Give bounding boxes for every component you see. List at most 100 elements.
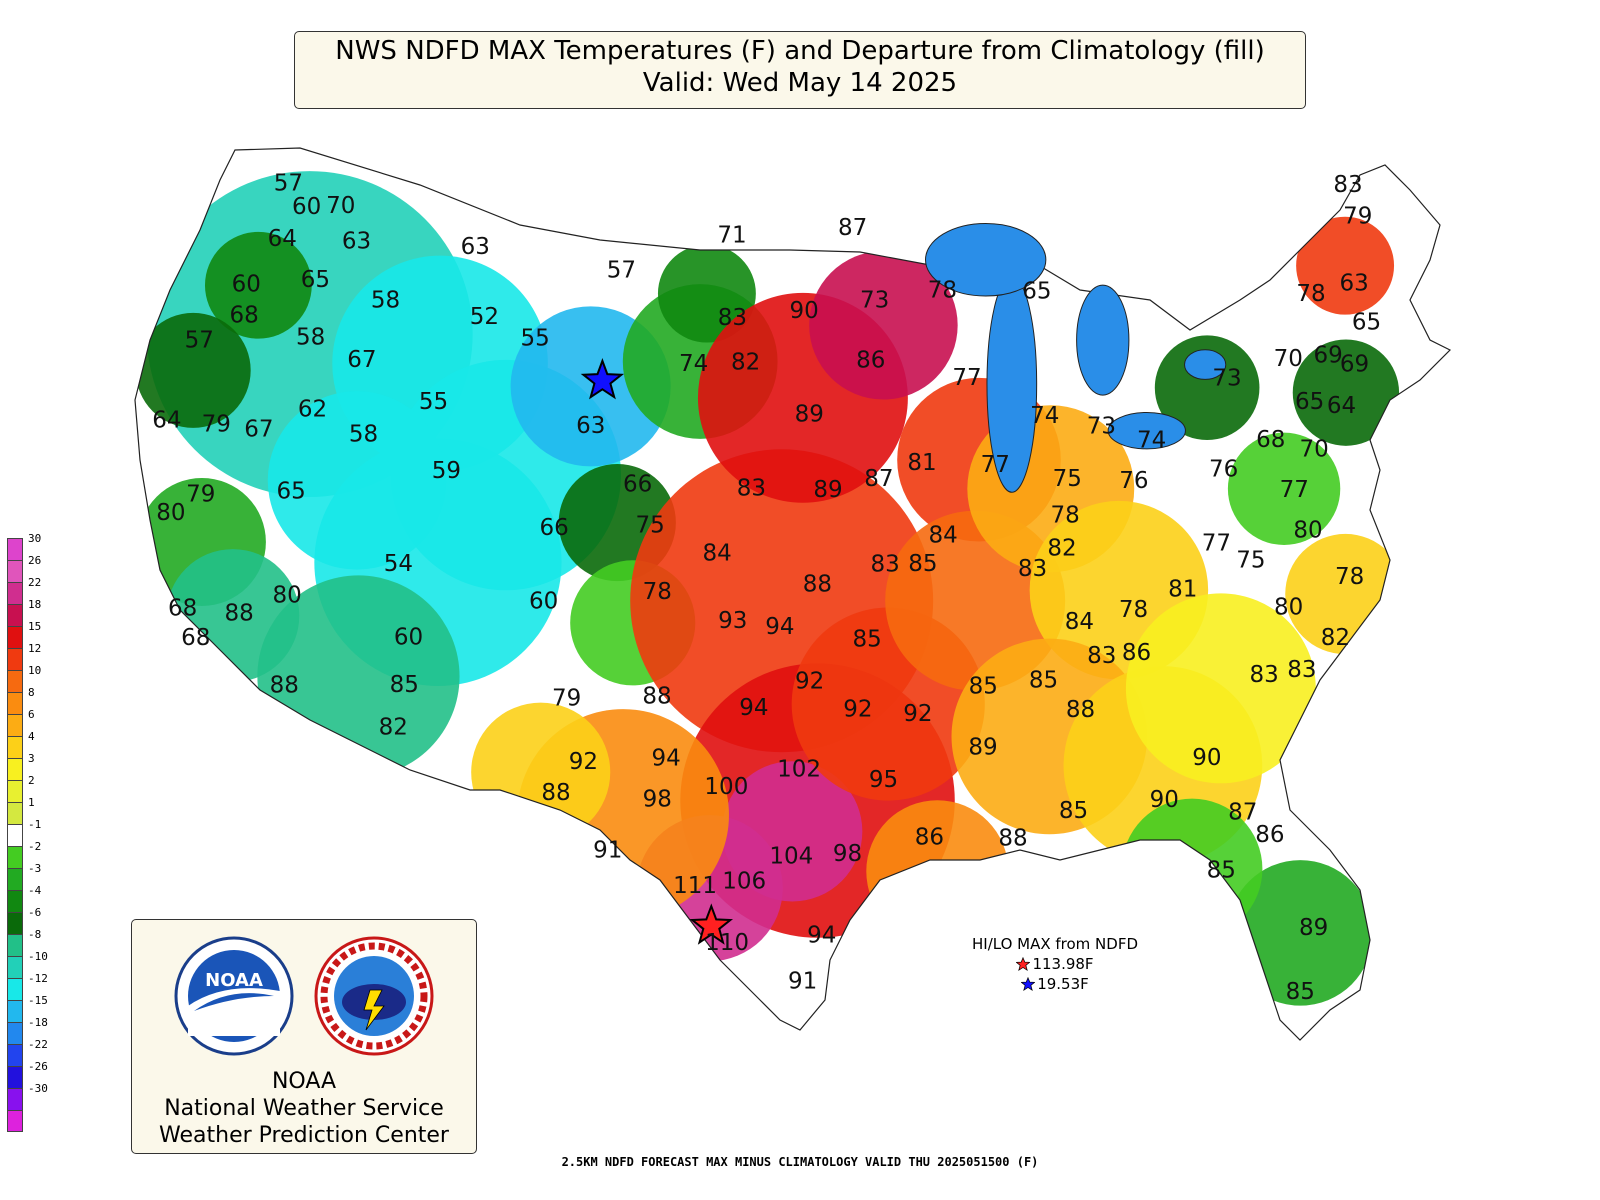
legend-label: 4: [28, 730, 35, 743]
station-temperature-label: 106: [722, 868, 766, 894]
legend-swatch: [7, 1110, 23, 1132]
noaa-emblem-text: NOAA: [205, 970, 263, 991]
station-temperature-label: 70: [326, 193, 355, 219]
legend-label: -12: [28, 972, 48, 985]
legend-label: 26: [28, 554, 42, 567]
station-temperature-label: 77: [952, 365, 981, 391]
station-temperature-label: 65: [301, 267, 330, 293]
station-temperature-label: 102: [777, 757, 821, 783]
title-line-2: Valid: Wed May 14 2025: [642, 68, 958, 98]
legend-swatch: 22: [7, 576, 41, 604]
station-temperature-label: 88: [642, 683, 671, 709]
title-line-1: NWS NDFD MAX Temperatures (F) and Depart…: [335, 36, 1265, 66]
station-temperature-label: 81: [1168, 576, 1197, 602]
legend-swatch: 8: [7, 686, 35, 714]
station-temperature-label: 87: [864, 466, 893, 492]
station-temperature-label: 89: [813, 477, 842, 503]
anomaly-field-patch: [1292, 339, 1400, 446]
station-temperature-label: 88: [1066, 697, 1095, 723]
station-temperature-label: 88: [541, 780, 570, 806]
station-temperature-label: 81: [907, 450, 936, 476]
anomaly-field-patch: [204, 231, 312, 339]
station-temperature-label: 87: [1228, 799, 1257, 825]
station-temperature-label: 92: [569, 749, 598, 775]
station-temperature-label: 91: [788, 969, 817, 995]
legend-label: -6: [28, 906, 42, 919]
station-temperature-label: 78: [1119, 597, 1148, 623]
station-temperature-label: 83: [1250, 662, 1279, 688]
station-temperature-label: 79: [186, 482, 215, 508]
station-temperature-label: 84: [702, 541, 731, 567]
station-temperature-label: 73: [1212, 366, 1241, 392]
station-temperature-label: 68: [229, 303, 258, 329]
legend-swatch: 4: [7, 730, 35, 758]
station-temperature-label: 92: [843, 697, 872, 723]
hilo-box: HI/LO MAX from NDFD 113.98F 19.53F: [960, 935, 1150, 993]
station-temperature-label: 89: [795, 401, 824, 427]
station-temperature-label: 86: [915, 825, 944, 851]
station-temperature-label: 100: [704, 774, 748, 800]
station-temperature-label: 83: [1087, 643, 1116, 669]
station-temperature-label: 82: [1321, 625, 1350, 651]
legend-label: 6: [28, 708, 35, 721]
station-temperature-label: 85: [390, 672, 419, 698]
nws-emblem: [314, 936, 434, 1056]
station-temperature-label: 63: [342, 229, 371, 255]
station-temperature-label: 78: [1050, 503, 1079, 529]
legend-swatch: -10: [7, 950, 48, 978]
station-temperature-label: 60: [529, 589, 558, 615]
station-temperature-label: 60: [394, 625, 423, 651]
legend-label: 22: [28, 576, 42, 589]
station-temperature-label: 110: [705, 930, 749, 956]
station-temperature-label: 79: [202, 412, 231, 438]
legend-label: 3: [28, 752, 35, 765]
station-temperature-label: 63: [576, 413, 605, 439]
station-temperature-label: 60: [292, 194, 321, 220]
legend-label: -10: [28, 950, 48, 963]
legend-label: 1: [28, 796, 35, 809]
legend-swatch: -4: [7, 884, 41, 912]
station-temperature-label: 62: [298, 396, 327, 422]
station-temperature-label: 84: [928, 522, 957, 548]
legend-label: -1: [28, 818, 42, 831]
station-temperature-label: 90: [1192, 745, 1221, 771]
station-temperature-label: 85: [1286, 979, 1315, 1005]
station-temperature-label: 68: [181, 625, 210, 651]
station-temperature-label: 95: [869, 767, 898, 793]
legend-swatch: 12: [7, 642, 41, 670]
lake: [1076, 284, 1130, 396]
station-temperature-label: 60: [232, 272, 261, 298]
station-temperature-label: 90: [1150, 787, 1179, 813]
station-temperature-label: 94: [765, 614, 794, 640]
station-temperature-label: 79: [552, 686, 581, 712]
hilo-title: HI/LO MAX from NDFD: [971, 935, 1139, 953]
station-temperature-label: 70: [1300, 437, 1329, 463]
station-temperature-label: 83: [1333, 172, 1362, 198]
station-temperature-label: 58: [371, 288, 400, 314]
anomaly-field-patch: [1227, 860, 1374, 1006]
station-temperature-label: 86: [856, 348, 885, 374]
station-temperature-label: 78: [1335, 564, 1364, 590]
station-temperature-label: 64: [1327, 393, 1356, 419]
station-temperature-label: 83: [1287, 657, 1316, 683]
legend-swatch: -6: [7, 906, 41, 934]
station-temperature-label: 92: [795, 668, 824, 694]
station-temperature-label: 74: [1030, 403, 1059, 429]
station-temperature-label: 71: [717, 222, 746, 248]
anomaly-field-patch: [657, 244, 756, 343]
station-temperature-label: 98: [833, 841, 862, 867]
station-temperature-label: 55: [520, 325, 549, 351]
noaa-emblem: NOAA: [174, 936, 294, 1056]
station-temperature-label: 85: [1059, 798, 1088, 824]
legend-swatch: 30: [7, 532, 41, 560]
legend-label: -8: [28, 928, 42, 941]
legend-label: -3: [28, 862, 42, 875]
legend-swatch: 26: [7, 554, 41, 582]
station-temperature-label: 88: [224, 600, 253, 626]
lake: [1107, 411, 1186, 450]
station-temperature-label: 57: [185, 328, 214, 354]
station-temperature-label: 69: [1314, 343, 1343, 369]
logo-line-2: National Weather Service: [164, 1096, 444, 1121]
station-temperature-label: 55: [419, 389, 448, 415]
